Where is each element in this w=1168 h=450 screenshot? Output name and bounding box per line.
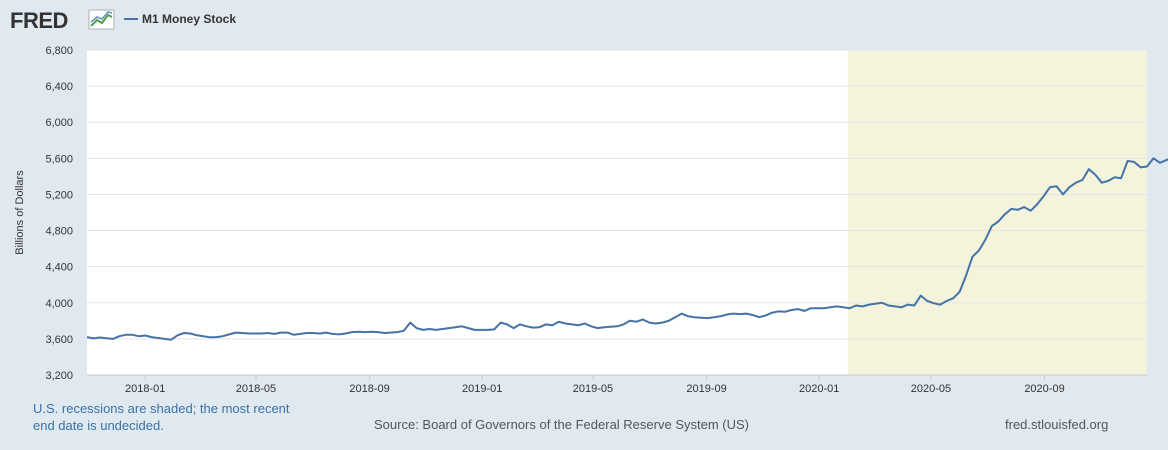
- y-tick-label: 4,400: [45, 262, 73, 274]
- x-tick-label: 2019-01: [462, 383, 502, 395]
- legend-label: M1 Money Stock: [142, 12, 236, 26]
- source-text: Source: Board of Governors of the Federa…: [374, 417, 749, 432]
- x-tick-label: 2018-01: [125, 383, 165, 395]
- y-axis-title: Billions of Dollars: [14, 170, 26, 255]
- recession-shading: [847, 50, 1147, 375]
- y-tick-label: 6,800: [45, 45, 73, 57]
- x-tick-label: 2020-05: [911, 383, 951, 395]
- site-link[interactable]: fred.stlouisfed.org: [1005, 417, 1109, 432]
- x-axis: 2018-01 2018-05 2018-09 2019-01 2019-05 2019-…: [87, 374, 1147, 395]
- legend: M1 Money Stock: [124, 12, 236, 26]
- fred-logo-text: FRED: [10, 8, 68, 33]
- chart: FRED M1 Money Stock 3,200 3,600 4,000 4,400…: [10, 8, 1168, 395]
- y-tick-label: 4,800: [45, 226, 73, 238]
- y-tick-label: 6,400: [45, 81, 73, 93]
- recession-note-line2: end date is undecided.: [33, 418, 164, 433]
- y-tick-label: 3,200: [45, 370, 73, 382]
- y-tick-label: 4,000: [45, 298, 73, 310]
- y-tick-label: 3,600: [45, 334, 73, 346]
- y-tick-label: 6,000: [45, 117, 73, 129]
- x-tick-label: 2019-05: [573, 383, 613, 395]
- fred-logo[interactable]: FRED: [10, 8, 115, 33]
- x-tick-label: 2020-09: [1024, 383, 1064, 395]
- series-line-m1-money-stock: [86, 157, 1168, 341]
- recession-note: U.S. recessions are shaded; the most rec…: [33, 400, 333, 434]
- grid: [87, 49, 1147, 376]
- y-tick-label: 5,600: [45, 153, 73, 165]
- y-axis: 3,200 3,600 4,000 4,400 4,800 5,200 5,600 6,000…: [45, 45, 73, 382]
- x-tick-label: 2018-09: [349, 383, 389, 395]
- y-tick-label: 5,200: [45, 189, 73, 201]
- x-tick-label: 2020-01: [799, 383, 839, 395]
- x-tick-label: 2019-09: [686, 383, 726, 395]
- fred-logo-graph-icon: [88, 9, 115, 30]
- recession-note-line1: U.S. recessions are shaded; the most rec…: [33, 401, 290, 416]
- series-layer: [86, 157, 1168, 341]
- x-tick-label: 2018-05: [236, 383, 276, 395]
